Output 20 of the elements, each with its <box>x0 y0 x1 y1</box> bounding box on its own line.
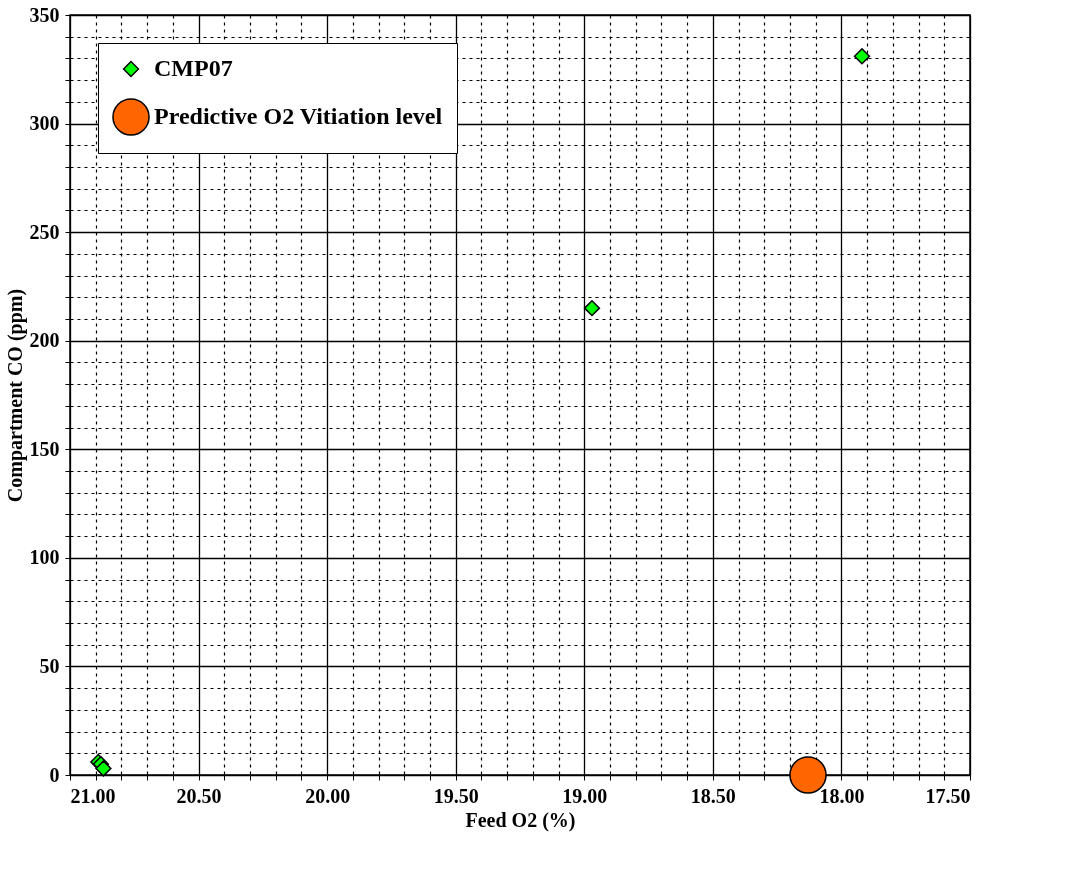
x-tick-label: 20.00 <box>305 784 351 807</box>
x-axis-title: Feed O2 (%) <box>465 808 576 832</box>
x-tick-label: 20.50 <box>176 784 222 807</box>
x-tick-label: 18.00 <box>819 784 865 807</box>
y-tick-label: 0 <box>49 763 60 786</box>
x-tick-label: 19.00 <box>562 784 608 807</box>
y-tick-label: 50 <box>39 654 60 677</box>
y-tick-label: 200 <box>29 329 60 352</box>
y-tick-label: 300 <box>29 112 60 135</box>
y-tick-label: 150 <box>29 437 60 460</box>
y-tick-label: 250 <box>29 220 60 243</box>
legend-label: CMP07 <box>154 55 233 81</box>
x-tick-label: 19.50 <box>433 784 479 807</box>
legend-label: Predictive O2 Vitiation level <box>154 103 443 129</box>
y-tick-label: 100 <box>29 546 60 569</box>
y-axis-title: Compartment CO (ppm) <box>3 288 27 503</box>
y-tick-label: 350 <box>29 3 60 26</box>
x-tick-label: 18.50 <box>690 784 736 807</box>
x-tick-label: 17.50 <box>925 784 971 807</box>
x-tick-label: 21.00 <box>70 784 116 807</box>
